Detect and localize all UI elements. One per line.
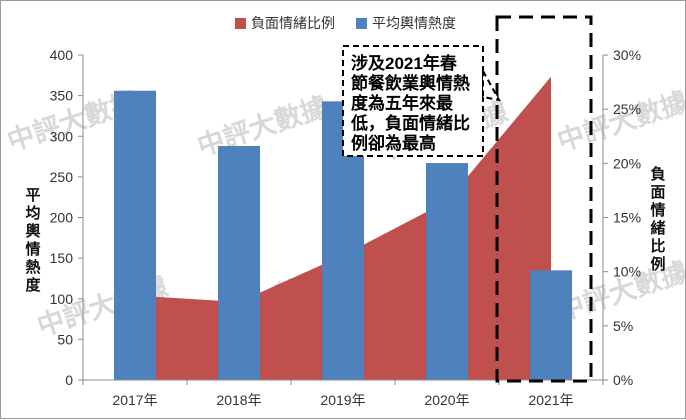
axis-title-char: 均 bbox=[25, 204, 40, 222]
y-left-tick-label: 50 bbox=[57, 331, 73, 347]
y-right-tick-label: 15% bbox=[613, 210, 641, 226]
annotation-text-line: 度為五年來最 bbox=[351, 93, 454, 113]
bar-avg-heat bbox=[114, 90, 156, 380]
axis-title-char: 輿 bbox=[25, 222, 40, 240]
annotation-text-line: 涉及2021年春 bbox=[351, 53, 457, 73]
annotation-text-line: 節餐飲業輿情熱 bbox=[350, 73, 470, 93]
y-right-tick-label: 5% bbox=[613, 318, 633, 334]
axis-title-char: 平 bbox=[25, 187, 40, 204]
bar-avg-heat bbox=[530, 270, 572, 380]
legend-label: 平均輿情熱度 bbox=[372, 15, 456, 31]
axes-layer: 0 50 100 150 200 250 300 350 400 0% 5% 10% 15% 20% 25%… bbox=[25, 47, 665, 408]
y-left-tick-label: 200 bbox=[50, 210, 74, 226]
y-right-tick-label: 30% bbox=[613, 47, 641, 63]
y-right-tick-label: 20% bbox=[613, 155, 641, 171]
x-tick-label: 2020年 bbox=[424, 392, 469, 408]
axis-title-char: 情 bbox=[650, 201, 665, 219]
annotation-box bbox=[342, 45, 484, 157]
axis-title-char: 負 bbox=[650, 165, 665, 183]
y-left-tick-label: 300 bbox=[50, 128, 74, 144]
annotation-text-line: 低，負面情緒比 bbox=[350, 113, 470, 133]
y-axis-right-title: 負面情緒比例 bbox=[650, 165, 665, 273]
x-tick-label: 2019年 bbox=[320, 392, 365, 408]
axis-title-char: 緒 bbox=[650, 219, 665, 237]
y-left-tick-label: 400 bbox=[50, 47, 74, 63]
bar-series-layer bbox=[114, 90, 572, 380]
annotation-text-line: 例卻為最高 bbox=[351, 133, 436, 153]
bar-avg-heat bbox=[426, 163, 468, 380]
y-left-tick-label: 250 bbox=[50, 169, 74, 185]
x-tick-label: 2018年 bbox=[216, 392, 261, 408]
x-tick-label: 2017年 bbox=[112, 392, 157, 408]
axis-title-char: 熱 bbox=[25, 258, 40, 276]
y-left-tick-label: 0 bbox=[65, 372, 73, 388]
y-right-tick-label: 0% bbox=[613, 372, 633, 388]
axis-title-char: 面 bbox=[650, 184, 665, 201]
legend-label: 負面情緒比例 bbox=[251, 15, 335, 31]
axis-title-char: 情 bbox=[25, 240, 40, 258]
axis-title-char: 例 bbox=[650, 255, 665, 273]
y-left-tick-label: 150 bbox=[50, 250, 74, 266]
legend: 負面情緒比例 平均輿情熱度 bbox=[235, 15, 456, 31]
y-right-tick-label: 25% bbox=[613, 101, 641, 117]
watermark-text: 中評大數據 bbox=[553, 85, 686, 157]
legend-swatch bbox=[356, 18, 367, 29]
legend-swatch bbox=[235, 18, 246, 29]
annotation-pointer bbox=[482, 70, 501, 102]
watermark-text: 中評大數據 bbox=[193, 90, 332, 162]
y-left-tick-label: 350 bbox=[50, 88, 74, 104]
bar-avg-heat bbox=[218, 146, 260, 380]
highlight-box-2021 bbox=[495, 15, 593, 383]
y-axis-left-title: 平均輿情熱度 bbox=[25, 187, 41, 294]
y-right-tick-label: 10% bbox=[613, 264, 641, 280]
axis-title-char: 度 bbox=[25, 276, 41, 294]
y-left-tick-label: 100 bbox=[50, 291, 74, 307]
x-tick-label: 2021年 bbox=[528, 392, 573, 408]
axis-title-char: 比 bbox=[650, 237, 665, 255]
